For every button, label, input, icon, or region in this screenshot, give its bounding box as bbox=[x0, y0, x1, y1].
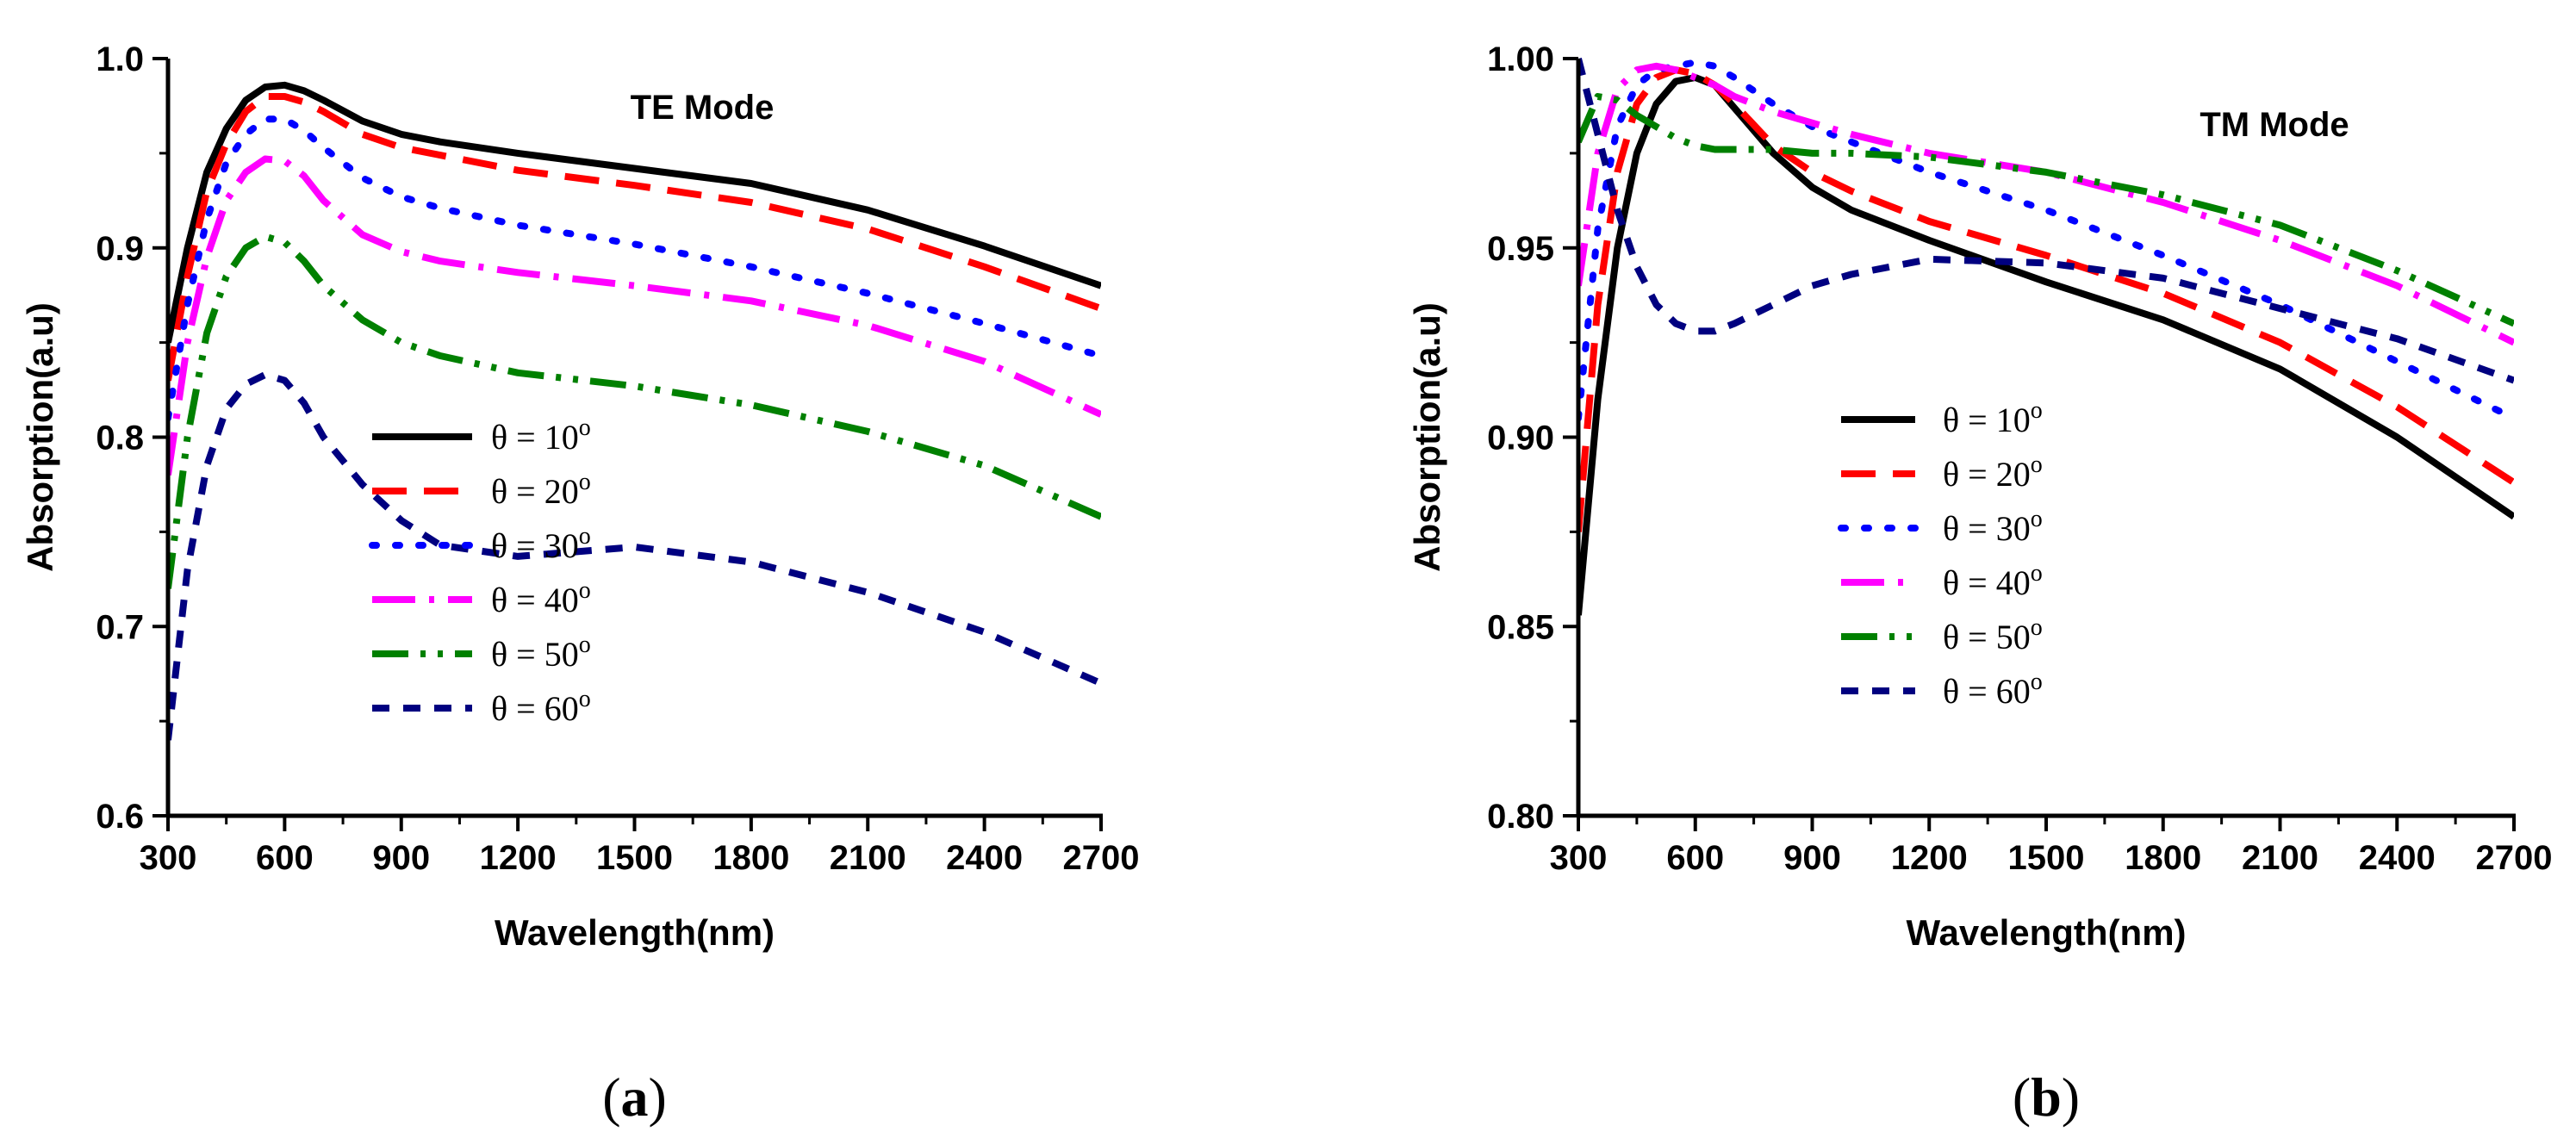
x-tick-label: 900 bbox=[1783, 839, 1841, 877]
legend-label: θ = 60o bbox=[1943, 668, 2043, 711]
legend-label: θ = 50o bbox=[491, 631, 591, 674]
panel-a-te-mode: 300 600 900 1200 1500 1800 2100 2400 2700 0.6 0.7 0… bbox=[20, 40, 1139, 1128]
legend-label: θ = 10o bbox=[491, 414, 591, 457]
x-axis-title: Wavelength(nm) bbox=[1906, 912, 2186, 953]
x-tick-label: 1800 bbox=[2125, 839, 2201, 877]
y-tick-label: 0.90 bbox=[1487, 420, 1554, 457]
x-tick-label: 2100 bbox=[2242, 839, 2318, 877]
y-tick-label: 0.7 bbox=[96, 608, 144, 646]
y-tick-label: 0.9 bbox=[96, 230, 144, 268]
legend: θ = 10o θ = 20o θ = 30o θ = 40o θ = 50o θ = 6… bbox=[1838, 397, 2043, 711]
series-line-20deg bbox=[1578, 66, 2514, 532]
y-tick-label: 1.00 bbox=[1487, 40, 1554, 78]
series-line-60deg bbox=[1578, 58, 2514, 384]
legend-label: θ = 50o bbox=[1943, 614, 2043, 656]
series-line-50deg bbox=[168, 233, 1101, 589]
series-line-50deg bbox=[1578, 93, 2514, 327]
y-tick-label: 0.6 bbox=[96, 798, 144, 836]
series-line-30deg bbox=[1578, 59, 2514, 422]
panel-b-tm-mode: 300 600 900 1200 1500 1800 2100 2400 2700 0.80 0.8… bbox=[1407, 40, 2552, 1128]
legend-label: θ = 40o bbox=[1943, 560, 2043, 602]
series-line-20deg bbox=[168, 93, 1101, 382]
x-tick-label: 2700 bbox=[2476, 839, 2553, 877]
legend-label: θ = 40o bbox=[491, 577, 591, 619]
legend-label: θ = 20o bbox=[1943, 451, 2043, 494]
x-tick-label: 2400 bbox=[946, 839, 1023, 877]
panel-label: (b) bbox=[2013, 1066, 2080, 1128]
y-tick-label: 0.8 bbox=[96, 420, 144, 457]
series-group bbox=[1578, 58, 2514, 616]
x-tick-label: 300 bbox=[140, 839, 197, 877]
legend-label: θ = 30o bbox=[1943, 506, 2043, 548]
series-line-40deg bbox=[168, 155, 1101, 476]
series-line-10deg bbox=[168, 81, 1101, 344]
legend-label: θ = 20o bbox=[491, 469, 591, 511]
x-tick-label: 2700 bbox=[1063, 839, 1140, 877]
series-line-10deg bbox=[1578, 74, 2514, 616]
y-tick-label: 0.95 bbox=[1487, 230, 1554, 268]
y-axis-title: Absorption(a.u) bbox=[1407, 302, 1447, 572]
legend: θ = 10o θ = 20o θ = 30o θ = 40o θ = 50o θ = 6… bbox=[369, 414, 591, 728]
x-tick-label: 1800 bbox=[712, 839, 789, 877]
y-tick-label: 1.0 bbox=[96, 40, 144, 78]
chart-title: TE Mode bbox=[631, 89, 775, 127]
panel-label: (a) bbox=[602, 1066, 667, 1128]
y-axis-title: Absorption(a.u) bbox=[20, 302, 60, 572]
y-tick-label: 0.80 bbox=[1487, 798, 1554, 836]
series-group bbox=[168, 81, 1101, 741]
series-line-30deg bbox=[168, 115, 1101, 422]
x-tick-label: 900 bbox=[372, 839, 430, 877]
y-tick-label: 0.85 bbox=[1487, 608, 1554, 646]
x-tick-label: 1200 bbox=[480, 839, 557, 877]
legend-label: θ = 60o bbox=[491, 686, 591, 728]
legend-label: θ = 10o bbox=[1943, 397, 2043, 439]
x-tick-label: 1200 bbox=[1891, 839, 1968, 877]
x-tick-label: 1500 bbox=[2008, 839, 2085, 877]
chart-title: TM Mode bbox=[2200, 106, 2349, 144]
x-tick-label: 1500 bbox=[596, 839, 673, 877]
x-tick-label: 300 bbox=[1550, 839, 1608, 877]
x-tick-label: 2100 bbox=[830, 839, 906, 877]
series-line-60deg bbox=[168, 371, 1101, 741]
x-tick-label: 600 bbox=[1666, 839, 1724, 877]
x-tick-label: 600 bbox=[256, 839, 314, 877]
legend-label: θ = 30o bbox=[491, 523, 591, 565]
x-tick-label: 2400 bbox=[2359, 839, 2436, 877]
series-line-40deg bbox=[1578, 62, 2514, 346]
x-axis-title: Wavelength(nm) bbox=[495, 912, 775, 953]
